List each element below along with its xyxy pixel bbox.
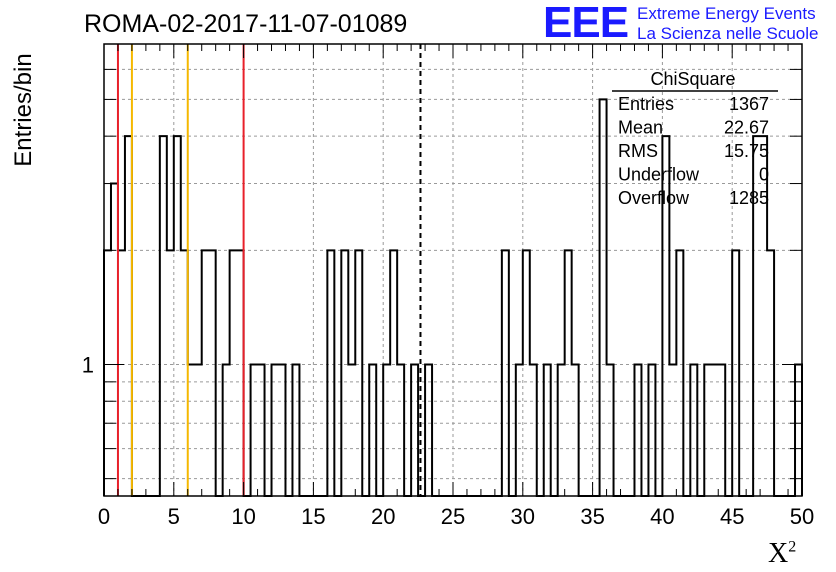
- histogram-bin: [111, 184, 118, 496]
- histogram-bin: [544, 364, 551, 496]
- stats-label: Underflow: [618, 165, 700, 185]
- histogram-bin: [390, 250, 397, 496]
- x-tick-label: 40: [650, 504, 674, 529]
- histogram-bin: [718, 364, 725, 496]
- histogram-bin: [195, 364, 202, 496]
- histogram-bin: [558, 364, 565, 496]
- histogram-bin: [292, 364, 299, 496]
- histogram-bin: [669, 364, 676, 496]
- histogram-bin: [607, 364, 614, 496]
- x-tick-label: 10: [231, 504, 255, 529]
- histogram-bin: [425, 364, 432, 496]
- histogram-bin: [572, 364, 579, 496]
- histogram-bin: [188, 364, 195, 496]
- histogram-bin: [125, 136, 132, 496]
- histogram-bin: [327, 250, 334, 496]
- histogram-bin: [174, 136, 181, 496]
- histogram-bin: [209, 250, 216, 496]
- histogram-bin: [348, 364, 355, 496]
- stats-box-title: ChiSquare: [650, 69, 735, 89]
- histogram-bin: [251, 364, 258, 496]
- x-tick-label: 30: [511, 504, 535, 529]
- histogram-bin: [118, 250, 125, 496]
- x-tick-label: 25: [441, 504, 465, 529]
- histogram-bin: [516, 364, 523, 496]
- histogram-bin: [383, 364, 390, 496]
- stats-label: Mean: [618, 118, 663, 138]
- histogram-bin: [181, 250, 188, 496]
- x-tick-label: 35: [580, 504, 604, 529]
- histogram-bin: [732, 250, 739, 496]
- histogram-bin: [223, 364, 230, 496]
- histogram-bin: [341, 250, 348, 496]
- histogram-bin: [104, 250, 111, 496]
- histogram-bin: [704, 364, 711, 496]
- logo-tagline-2: La Scienza nelle Scuole: [637, 24, 819, 43]
- histogram-bin: [767, 250, 774, 496]
- x-tick-label: 0: [98, 504, 110, 529]
- x-tick-label: 50: [790, 504, 814, 529]
- histogram-bin: [648, 364, 655, 496]
- histogram-bin: [202, 250, 209, 496]
- stats-value: 1285: [729, 188, 769, 208]
- y-tick-label: 1: [82, 352, 94, 377]
- histogram-bin: [160, 136, 167, 496]
- histogram-bin: [502, 250, 509, 496]
- stats-value: 1367: [729, 94, 769, 114]
- histogram-bin: [690, 364, 697, 496]
- histogram-bin: [369, 364, 376, 496]
- x-tick-label: 20: [371, 504, 395, 529]
- stats-value: 15.75: [724, 141, 769, 161]
- histogram-bin: [258, 364, 265, 496]
- eee-logo: EEE: [543, 0, 629, 47]
- histogram-bin: [634, 364, 641, 496]
- histogram-bin: [230, 250, 237, 496]
- histogram-bin: [676, 250, 683, 496]
- histogram-bin: [795, 364, 802, 496]
- histogram-bin: [530, 364, 537, 496]
- x-tick-label: 5: [168, 504, 180, 529]
- stats-value: 0: [759, 165, 769, 185]
- chart-title: ROMA-02-2017-11-07-01089: [84, 10, 408, 38]
- stats-label: RMS: [618, 141, 658, 161]
- x-axis-label: X2: [768, 538, 797, 569]
- histogram-bin: [523, 250, 530, 496]
- histogram-bin: [272, 364, 279, 496]
- histogram-bin: [355, 250, 362, 496]
- stats-value: 22.67: [724, 118, 769, 138]
- stats-label: Overflow: [618, 188, 690, 208]
- histogram-bin: [397, 364, 404, 496]
- stats-label: Entries: [618, 94, 674, 114]
- histogram-bin: [711, 364, 718, 496]
- histogram-bin: [279, 364, 286, 496]
- x-tick-label: 15: [301, 504, 325, 529]
- histogram-bin: [600, 99, 607, 496]
- histogram-bin: [237, 250, 244, 496]
- logo-tagline-1: Extreme Energy Events: [637, 4, 816, 23]
- histogram-bin: [565, 250, 572, 496]
- x-tick-label: 45: [720, 504, 744, 529]
- histogram-bin: [411, 364, 418, 496]
- histogram-bin: [167, 250, 174, 496]
